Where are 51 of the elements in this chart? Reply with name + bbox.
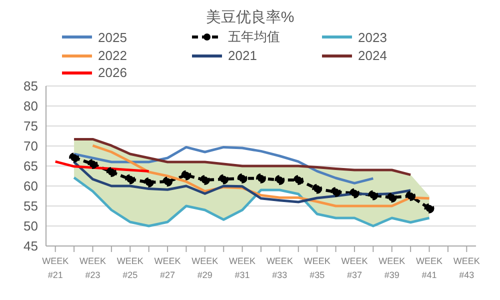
legend-label: 2025: [98, 30, 127, 44]
x-tick-label: WEEK #37: [341, 256, 368, 280]
point: [293, 175, 304, 185]
point: [330, 187, 341, 197]
y-tick-label: 75: [24, 118, 38, 134]
x-tick-label: WEEK #43: [453, 256, 480, 280]
y-tick-label: 50: [24, 218, 38, 234]
y-tick-label: 80: [24, 98, 38, 114]
point: [162, 176, 173, 187]
point: [406, 191, 416, 201]
x-tick-label: WEEK #35: [304, 256, 330, 280]
point: [386, 192, 397, 203]
y-tick-label: 85: [24, 78, 38, 94]
point: [69, 152, 80, 163]
line-series: [72, 138, 412, 176]
line-series: [72, 176, 431, 228]
point: [144, 177, 154, 188]
y-tick-label: 45: [24, 238, 38, 254]
x-tick-label: WEEK #31: [229, 256, 256, 280]
chart-title: 美豆优良率%: [204, 8, 296, 28]
y-tick-label: 55: [24, 198, 38, 214]
x-tick-label: WEEK #29: [192, 256, 218, 280]
point: [200, 175, 210, 185]
legend-label: 2022: [98, 48, 127, 63]
point: [312, 184, 322, 194]
y-tick-label: 65: [24, 158, 38, 174]
point: [181, 170, 192, 180]
x-tick-label: WEEK #23: [79, 256, 106, 280]
point: [274, 175, 285, 185]
legend-label: 2021: [228, 48, 257, 63]
x-tick-label: WEEK #41: [416, 256, 443, 280]
point: [256, 173, 266, 184]
x-tick-label: WEEK #27: [154, 256, 181, 280]
y-tick-label: 70: [24, 138, 38, 154]
point: [125, 174, 136, 184]
point: [368, 190, 378, 200]
legend-label: 2023: [358, 30, 387, 44]
x-tick-label: WEEK #25: [116, 256, 144, 280]
x-tick-label: WEEK #33: [266, 256, 293, 280]
legend-label: 五年均值: [228, 28, 280, 46]
x-tick-label: WEEK #21: [42, 256, 69, 280]
point: [218, 174, 229, 184]
point: [349, 188, 360, 198]
point: [237, 173, 248, 184]
legend-label: 2024: [358, 48, 387, 63]
legend-label: 2026: [98, 65, 127, 80]
point: [88, 159, 98, 169]
y-tick-label: 60: [24, 178, 38, 194]
point: [106, 167, 116, 177]
x-tick-label: WEEK #39: [378, 256, 406, 280]
point: [424, 203, 434, 214]
